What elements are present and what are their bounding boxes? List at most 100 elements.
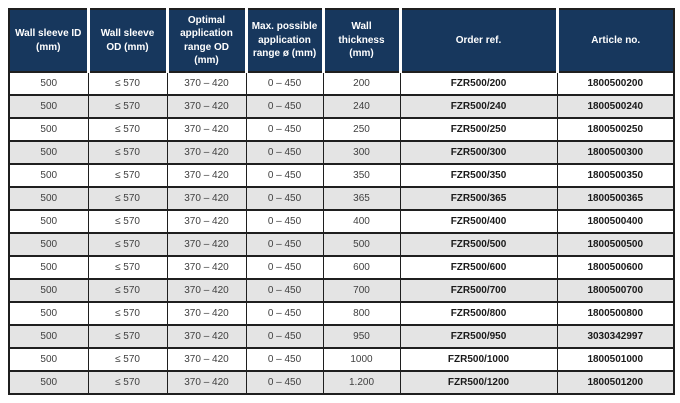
cell-wall-thickness: 365	[322, 186, 401, 211]
wall-sleeve-spec-table: Wall sleeve ID (mm) Wall sleeve OD (mm) Op…	[8, 8, 675, 395]
cell-wall-sleeve-od: ≤ 570	[87, 140, 168, 165]
cell-wall-sleeve-id: 500	[8, 347, 89, 372]
cell-wall-thickness: 300	[322, 140, 401, 165]
cell-wall-thickness: 700	[322, 278, 401, 303]
cell-article-no: 3030342997	[556, 324, 675, 349]
column-header-article-no: Article no.	[557, 9, 674, 73]
column-header-wall-sleeve-od: Wall sleeve OD (mm)	[88, 9, 169, 73]
cell-wall-thickness: 400	[322, 209, 401, 234]
cell-order-ref: FZR500/365	[399, 186, 558, 211]
cell-max-possible-application-range: 0 – 450	[245, 324, 324, 349]
cell-article-no: 1800500400	[556, 209, 675, 234]
cell-optimal-application-range-od: 370 – 420	[166, 255, 247, 280]
cell-wall-sleeve-od: ≤ 570	[87, 186, 168, 211]
cell-wall-sleeve-id: 500	[8, 186, 89, 211]
cell-wall-sleeve-id: 500	[8, 324, 89, 349]
cell-wall-thickness: 240	[322, 94, 401, 119]
cell-wall-sleeve-od: ≤ 570	[87, 301, 168, 326]
table-row: 500 ≤ 570 370 – 420 0 – 450 400 FZR500/400 180…	[8, 209, 675, 234]
table-row: 500 ≤ 570 370 – 420 0 – 450 700 FZR500/700 180…	[8, 278, 675, 303]
cell-order-ref: FZR500/600	[399, 255, 558, 280]
cell-wall-sleeve-od: ≤ 570	[87, 278, 168, 303]
cell-order-ref: FZR500/240	[399, 94, 558, 119]
cell-wall-sleeve-od: ≤ 570	[87, 347, 168, 372]
cell-wall-thickness: 500	[322, 232, 401, 257]
cell-optimal-application-range-od: 370 – 420	[166, 301, 247, 326]
cell-wall-sleeve-od: ≤ 570	[87, 232, 168, 257]
cell-wall-sleeve-id: 500	[8, 94, 89, 119]
table-row: 500 ≤ 570 370 – 420 0 – 450 240 FZR500/240 180…	[8, 94, 675, 119]
cell-wall-sleeve-id: 500	[8, 301, 89, 326]
cell-wall-sleeve-od: ≤ 570	[87, 71, 168, 96]
cell-wall-sleeve-id: 500	[8, 255, 89, 280]
cell-order-ref: FZR500/1000	[399, 347, 558, 372]
cell-wall-sleeve-od: ≤ 570	[87, 94, 168, 119]
cell-order-ref: FZR500/300	[399, 140, 558, 165]
table-row: 500 ≤ 570 370 – 420 0 – 450 200 FZR500/200 180…	[8, 71, 675, 96]
cell-max-possible-application-range: 0 – 450	[245, 163, 324, 188]
cell-wall-thickness: 1000	[322, 347, 401, 372]
cell-article-no: 1800500700	[556, 278, 675, 303]
column-header-order-ref: Order ref.	[400, 9, 559, 73]
cell-max-possible-application-range: 0 – 450	[245, 186, 324, 211]
cell-article-no: 1800501200	[556, 370, 675, 395]
cell-article-no: 1800500800	[556, 301, 675, 326]
column-header-wall-sleeve-id: Wall sleeve ID (mm)	[9, 9, 90, 73]
cell-max-possible-application-range: 0 – 450	[245, 347, 324, 372]
column-header-wall-thickness: Wall thickness (mm)	[323, 9, 402, 73]
cell-wall-sleeve-od: ≤ 570	[87, 255, 168, 280]
cell-wall-sleeve-od: ≤ 570	[87, 324, 168, 349]
table-row: 500 ≤ 570 370 – 420 0 – 450 500 FZR500/500 180…	[8, 232, 675, 257]
cell-max-possible-application-range: 0 – 450	[245, 278, 324, 303]
cell-wall-sleeve-od: ≤ 570	[87, 117, 168, 142]
column-header-max-possible-application-range: Max. possible application range ø (mm)	[246, 9, 325, 73]
cell-order-ref: FZR500/200	[399, 71, 558, 96]
cell-wall-thickness: 950	[322, 324, 401, 349]
table-row: 500 ≤ 570 370 – 420 0 – 450 1.200 FZR500/1200…	[8, 370, 675, 395]
cell-order-ref: FZR500/500	[399, 232, 558, 257]
cell-optimal-application-range-od: 370 – 420	[166, 163, 247, 188]
cell-wall-sleeve-od: ≤ 570	[87, 163, 168, 188]
cell-optimal-application-range-od: 370 – 420	[166, 186, 247, 211]
cell-article-no: 1800500250	[556, 117, 675, 142]
cell-optimal-application-range-od: 370 – 420	[166, 278, 247, 303]
cell-max-possible-application-range: 0 – 450	[245, 301, 324, 326]
cell-order-ref: FZR500/1200	[399, 370, 558, 395]
cell-article-no: 1800500240	[556, 94, 675, 119]
cell-order-ref: FZR500/400	[399, 209, 558, 234]
cell-article-no: 1800500365	[556, 186, 675, 211]
cell-optimal-application-range-od: 370 – 420	[166, 117, 247, 142]
table-row: 500 ≤ 570 370 – 420 0 – 450 950 FZR500/950 303…	[8, 324, 675, 349]
cell-wall-thickness: 1.200	[322, 370, 401, 395]
cell-wall-sleeve-id: 500	[8, 71, 89, 96]
cell-wall-sleeve-id: 500	[8, 117, 89, 142]
header-row: Wall sleeve ID (mm) Wall sleeve OD (mm) Op…	[9, 9, 674, 73]
cell-max-possible-application-range: 0 – 450	[245, 232, 324, 257]
column-header-optimal-application-range-od: Optimal application range OD (mm)	[167, 9, 248, 73]
cell-article-no: 1800500300	[556, 140, 675, 165]
cell-wall-sleeve-id: 500	[8, 140, 89, 165]
cell-max-possible-application-range: 0 – 450	[245, 370, 324, 395]
cell-optimal-application-range-od: 370 – 420	[166, 140, 247, 165]
cell-max-possible-application-range: 0 – 450	[245, 94, 324, 119]
cell-optimal-application-range-od: 370 – 420	[166, 232, 247, 257]
cell-wall-thickness: 600	[322, 255, 401, 280]
table-row: 500 ≤ 570 370 – 420 0 – 450 300 FZR500/300 180…	[8, 140, 675, 165]
table-row: 500 ≤ 570 370 – 420 0 – 450 1000 FZR500/1000 1…	[8, 347, 675, 372]
cell-wall-sleeve-id: 500	[8, 370, 89, 395]
cell-order-ref: FZR500/250	[399, 117, 558, 142]
cell-max-possible-application-range: 0 – 450	[245, 71, 324, 96]
cell-wall-sleeve-id: 500	[8, 232, 89, 257]
cell-wall-sleeve-id: 500	[8, 278, 89, 303]
table-header: Wall sleeve ID (mm) Wall sleeve OD (mm) Op…	[9, 9, 674, 73]
cell-wall-thickness: 250	[322, 117, 401, 142]
cell-max-possible-application-range: 0 – 450	[245, 117, 324, 142]
cell-order-ref: FZR500/700	[399, 278, 558, 303]
cell-wall-thickness: 800	[322, 301, 401, 326]
cell-wall-thickness: 200	[322, 71, 401, 96]
cell-max-possible-application-range: 0 – 450	[245, 140, 324, 165]
cell-order-ref: FZR500/800	[399, 301, 558, 326]
cell-article-no: 1800500500	[556, 232, 675, 257]
cell-article-no: 1800501000	[556, 347, 675, 372]
